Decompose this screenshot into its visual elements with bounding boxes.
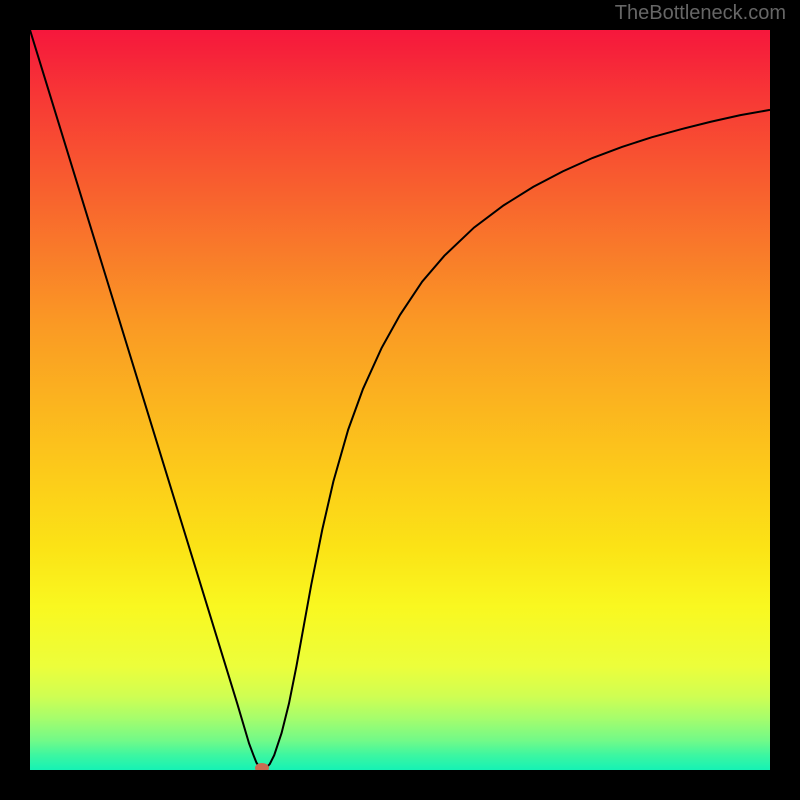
bottleneck-curve — [30, 30, 770, 770]
optimum-marker — [255, 763, 269, 770]
watermark-text: TheBottleneck.com — [615, 2, 786, 25]
plot-area — [30, 30, 770, 770]
